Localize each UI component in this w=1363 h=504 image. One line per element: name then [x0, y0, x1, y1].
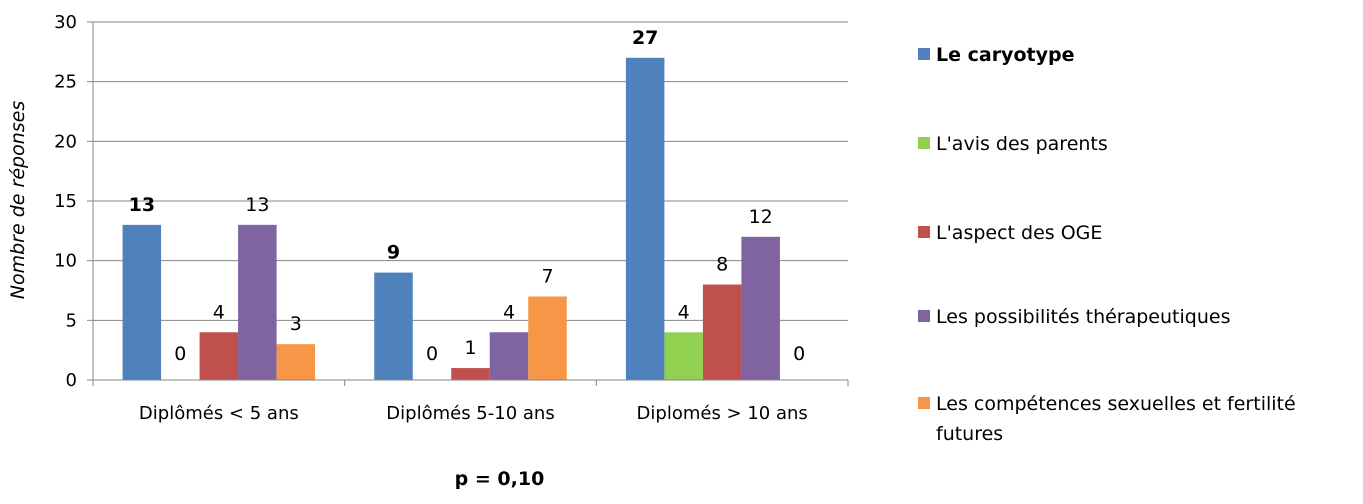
data-label: 13	[129, 194, 155, 216]
y-tick-label: 30	[54, 12, 77, 33]
data-label: 7	[541, 265, 553, 287]
legend-item: Les compétences sexuelles et fertilité f…	[918, 389, 1356, 449]
x-tick-label: Diplomés > 10 ans	[637, 403, 808, 424]
data-label: 13	[245, 194, 269, 216]
data-label: 0	[426, 343, 438, 365]
legend-swatch	[918, 137, 930, 149]
y-axis-label: Nombre de réponses	[7, 101, 29, 300]
y-tick-label: 15	[54, 191, 77, 212]
legend-item: Le caryotype	[918, 40, 1356, 70]
bar	[238, 224, 277, 380]
data-label: 0	[793, 343, 805, 365]
bars	[122, 57, 780, 381]
y-tick-label: 0	[66, 370, 77, 391]
p-value-annotation: p = 0,10	[0, 468, 1363, 490]
y-tick-label: 10	[54, 251, 77, 272]
data-label: 8	[716, 254, 728, 276]
bar	[276, 344, 316, 380]
bar	[122, 224, 162, 380]
y-tick-label: 5	[66, 310, 77, 331]
bar	[451, 368, 490, 380]
axes	[87, 21, 849, 386]
legend-swatch	[918, 397, 930, 409]
data-label: 4	[213, 301, 225, 323]
data-label: 27	[632, 27, 658, 49]
legend-swatch	[918, 226, 930, 238]
data-label: 1	[464, 337, 476, 359]
p-value-text: p = 0,10	[454, 468, 545, 490]
bar	[625, 57, 665, 381]
legend-label: Les possibilités thérapeutiques	[936, 306, 1231, 328]
y-tick-label: 20	[54, 131, 77, 152]
y-tick-labels: 0 5 10 15 20 25 30	[54, 12, 77, 391]
legend-swatch	[918, 310, 930, 322]
bar	[199, 332, 239, 380]
bar	[374, 272, 413, 380]
data-label: 4	[678, 301, 690, 323]
legend-label: Les compétences sexuelles et fertilité f…	[936, 393, 1296, 445]
bar	[528, 296, 567, 380]
data-label: 4	[503, 301, 515, 323]
legend-item: L'aspect des OGE	[918, 218, 1356, 248]
legend-swatch	[918, 48, 930, 60]
data-label: 3	[290, 313, 302, 335]
data-labels: 13 0 4 13 3 9 0 1 4 7 27 4 8 12 0	[129, 27, 806, 365]
legend-item: Les possibilités thérapeutiques	[918, 302, 1356, 332]
legend-label: Le caryotype	[936, 44, 1075, 66]
x-tick-label: Diplômés 5-10 ans	[386, 403, 554, 424]
x-tick-label: Diplômés < 5 ans	[139, 403, 299, 424]
y-tick-label: 25	[54, 72, 77, 93]
data-label: 12	[749, 206, 773, 228]
gridlines	[93, 21, 848, 321]
legend-label: L'avis des parents	[936, 133, 1108, 155]
bar	[741, 236, 780, 380]
bar	[489, 332, 529, 380]
data-label: 0	[174, 343, 186, 365]
legend-label: L'aspect des OGE	[936, 222, 1103, 244]
bar	[702, 284, 742, 380]
x-tick-labels: Diplômés < 5 ans Diplômés 5-10 ans Diplomé…	[139, 403, 808, 424]
bar	[664, 332, 703, 380]
legend-item: L'avis des parents	[918, 129, 1356, 159]
data-label: 9	[387, 242, 400, 264]
